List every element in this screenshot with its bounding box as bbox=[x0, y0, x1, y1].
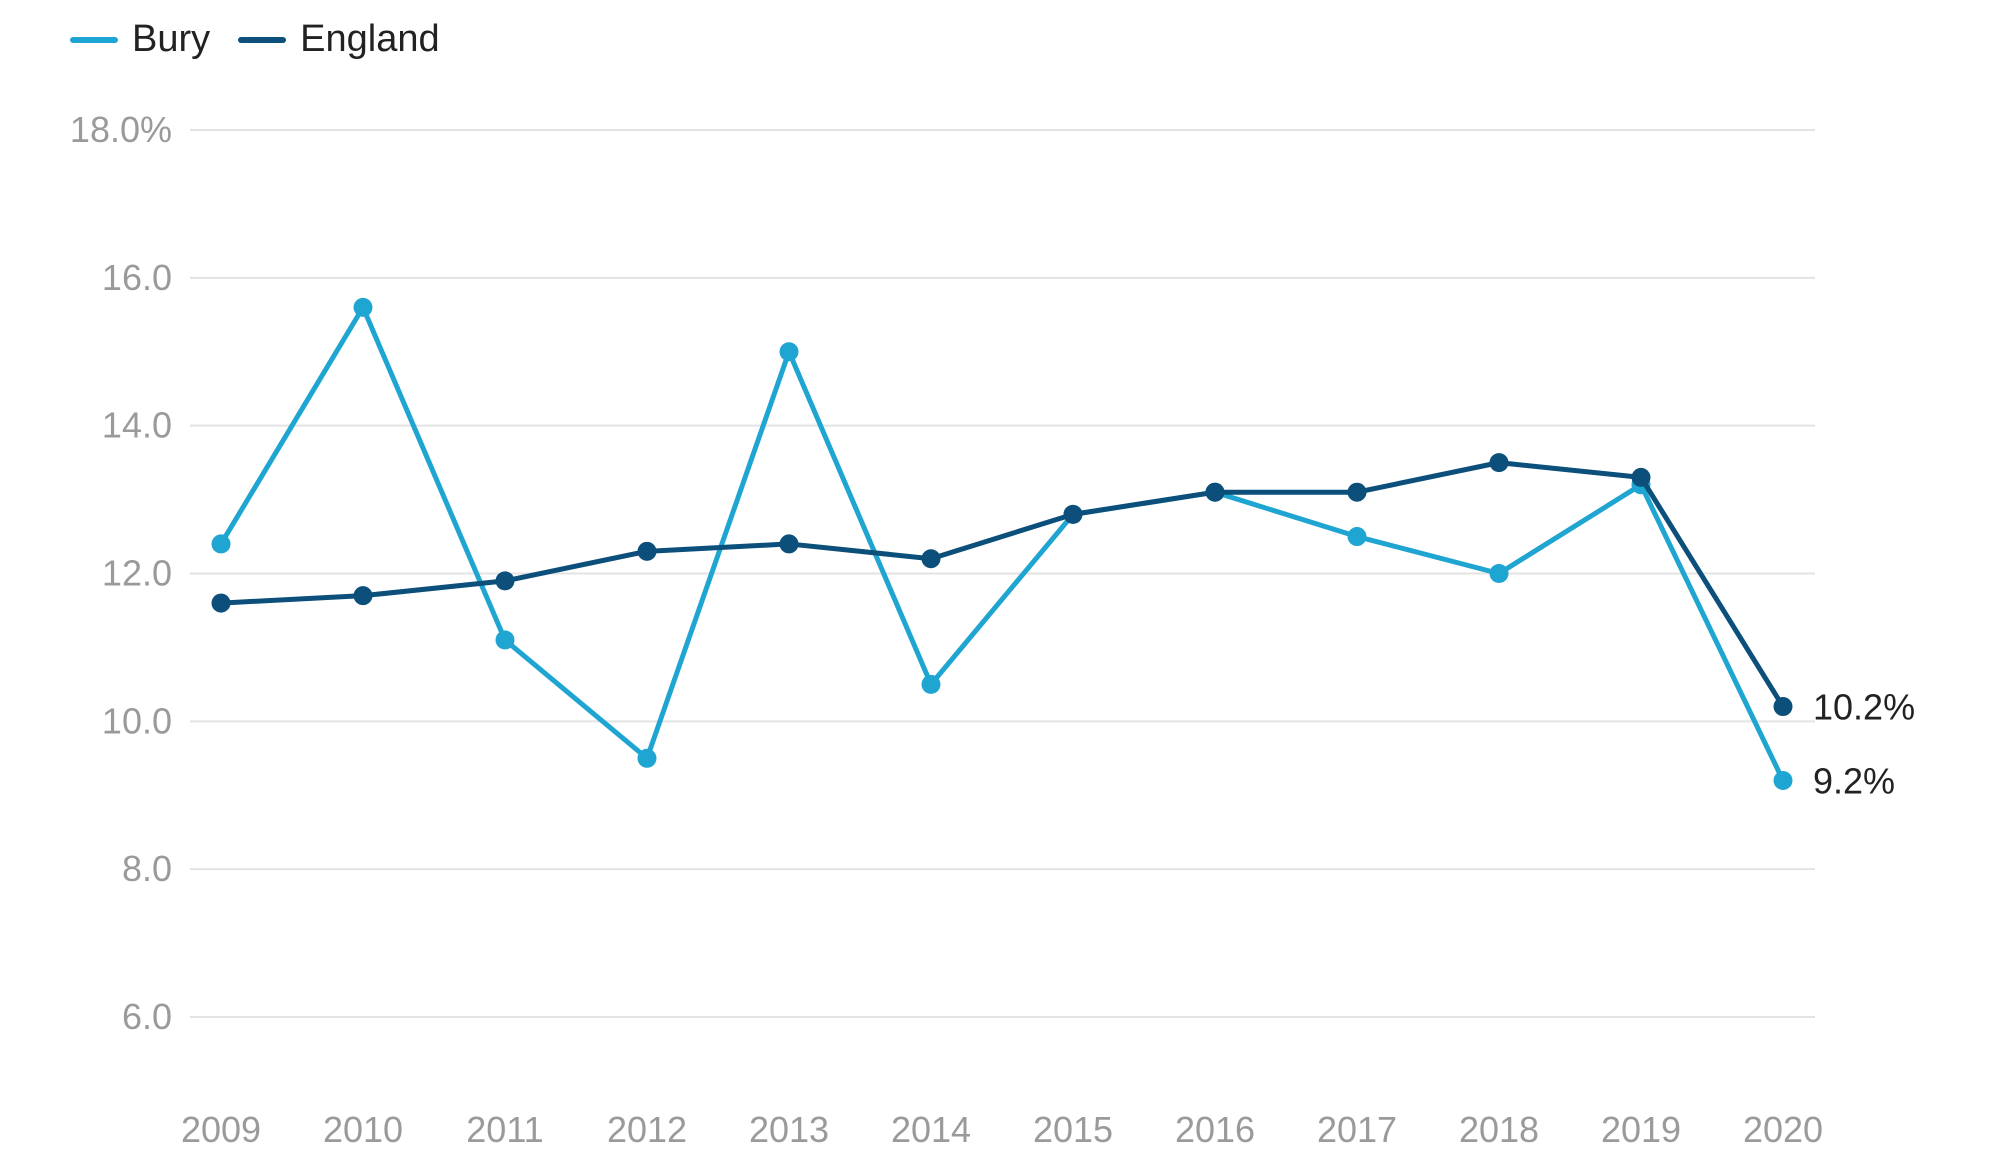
data-point-england bbox=[495, 571, 515, 591]
grid-lines bbox=[190, 129, 1815, 1018]
data-point-england bbox=[1773, 697, 1793, 717]
data-point-bury bbox=[1489, 564, 1509, 583]
data-point-bury bbox=[1347, 527, 1367, 547]
y-tick-label: 10.0 bbox=[102, 700, 172, 741]
x-tick-label: 2011 bbox=[466, 1109, 543, 1150]
data-point-bury bbox=[495, 630, 515, 650]
y-axis-ticks: 6.0 8.0 10.0 12.0 14.0 16.0 18.0% bbox=[70, 109, 172, 1037]
data-point-england bbox=[1631, 467, 1651, 487]
legend-swatch-england bbox=[238, 36, 287, 43]
data-point-bury bbox=[637, 748, 657, 768]
y-tick-label: 6.0 bbox=[122, 996, 172, 1037]
series-line-bury bbox=[218, 304, 1786, 783]
x-tick-label: 2020 bbox=[1743, 1109, 1823, 1150]
legend-label-england: England bbox=[300, 18, 440, 60]
data-point-england bbox=[637, 541, 657, 561]
legend-item-england: England bbox=[238, 18, 440, 61]
x-tick-label: 2009 bbox=[181, 1109, 261, 1150]
data-point-england bbox=[353, 586, 373, 606]
data-point-england bbox=[779, 534, 799, 554]
legend-item-bury: Bury bbox=[70, 18, 210, 61]
data-point-bury bbox=[211, 534, 231, 554]
x-axis-ticks: 2009 2010 2011 2012 2013 2014 2015 2016 2017 2018… bbox=[181, 1109, 1823, 1150]
data-point-england bbox=[211, 593, 231, 613]
series-bury bbox=[211, 297, 1793, 790]
end-label-bury: 9.2% bbox=[1813, 760, 1895, 801]
data-point-england bbox=[1347, 482, 1367, 502]
data-point-bury bbox=[1773, 770, 1793, 790]
x-tick-label: 2010 bbox=[323, 1109, 403, 1150]
legend-label-bury: Bury bbox=[132, 18, 211, 60]
x-tick-label: 2019 bbox=[1601, 1109, 1681, 1150]
series-lines bbox=[211, 297, 1793, 790]
x-tick-label: 2013 bbox=[749, 1109, 829, 1150]
x-tick-label: 2012 bbox=[607, 1109, 687, 1150]
series-england bbox=[211, 453, 1793, 717]
y-tick-label: 8.0 bbox=[122, 848, 172, 889]
data-point-england bbox=[1489, 453, 1509, 473]
data-point-england bbox=[1063, 504, 1083, 524]
x-tick-label: 2014 bbox=[891, 1109, 971, 1150]
data-point-england bbox=[1205, 482, 1225, 502]
x-tick-label: 2016 bbox=[1175, 1109, 1255, 1150]
end-label-england: 10.2% bbox=[1813, 687, 1915, 728]
data-point-bury bbox=[779, 342, 799, 362]
legend-swatch-bury bbox=[70, 36, 118, 43]
x-tick-label: 2015 bbox=[1033, 1109, 1113, 1150]
y-tick-label: 18.0% bbox=[70, 109, 172, 150]
y-tick-label: 12.0 bbox=[102, 553, 172, 594]
x-tick-label: 2018 bbox=[1459, 1109, 1539, 1150]
data-point-bury bbox=[353, 297, 373, 317]
data-point-england bbox=[921, 549, 941, 569]
series-line-england bbox=[218, 460, 1786, 710]
end-labels: 9.2% 10.2% bbox=[1813, 687, 1915, 802]
y-tick-label: 14.0 bbox=[102, 405, 172, 446]
data-point-bury bbox=[921, 674, 941, 694]
chart-legend: Bury England bbox=[70, 18, 440, 61]
y-tick-label: 16.0 bbox=[102, 257, 172, 298]
x-tick-label: 2017 bbox=[1317, 1109, 1397, 1150]
